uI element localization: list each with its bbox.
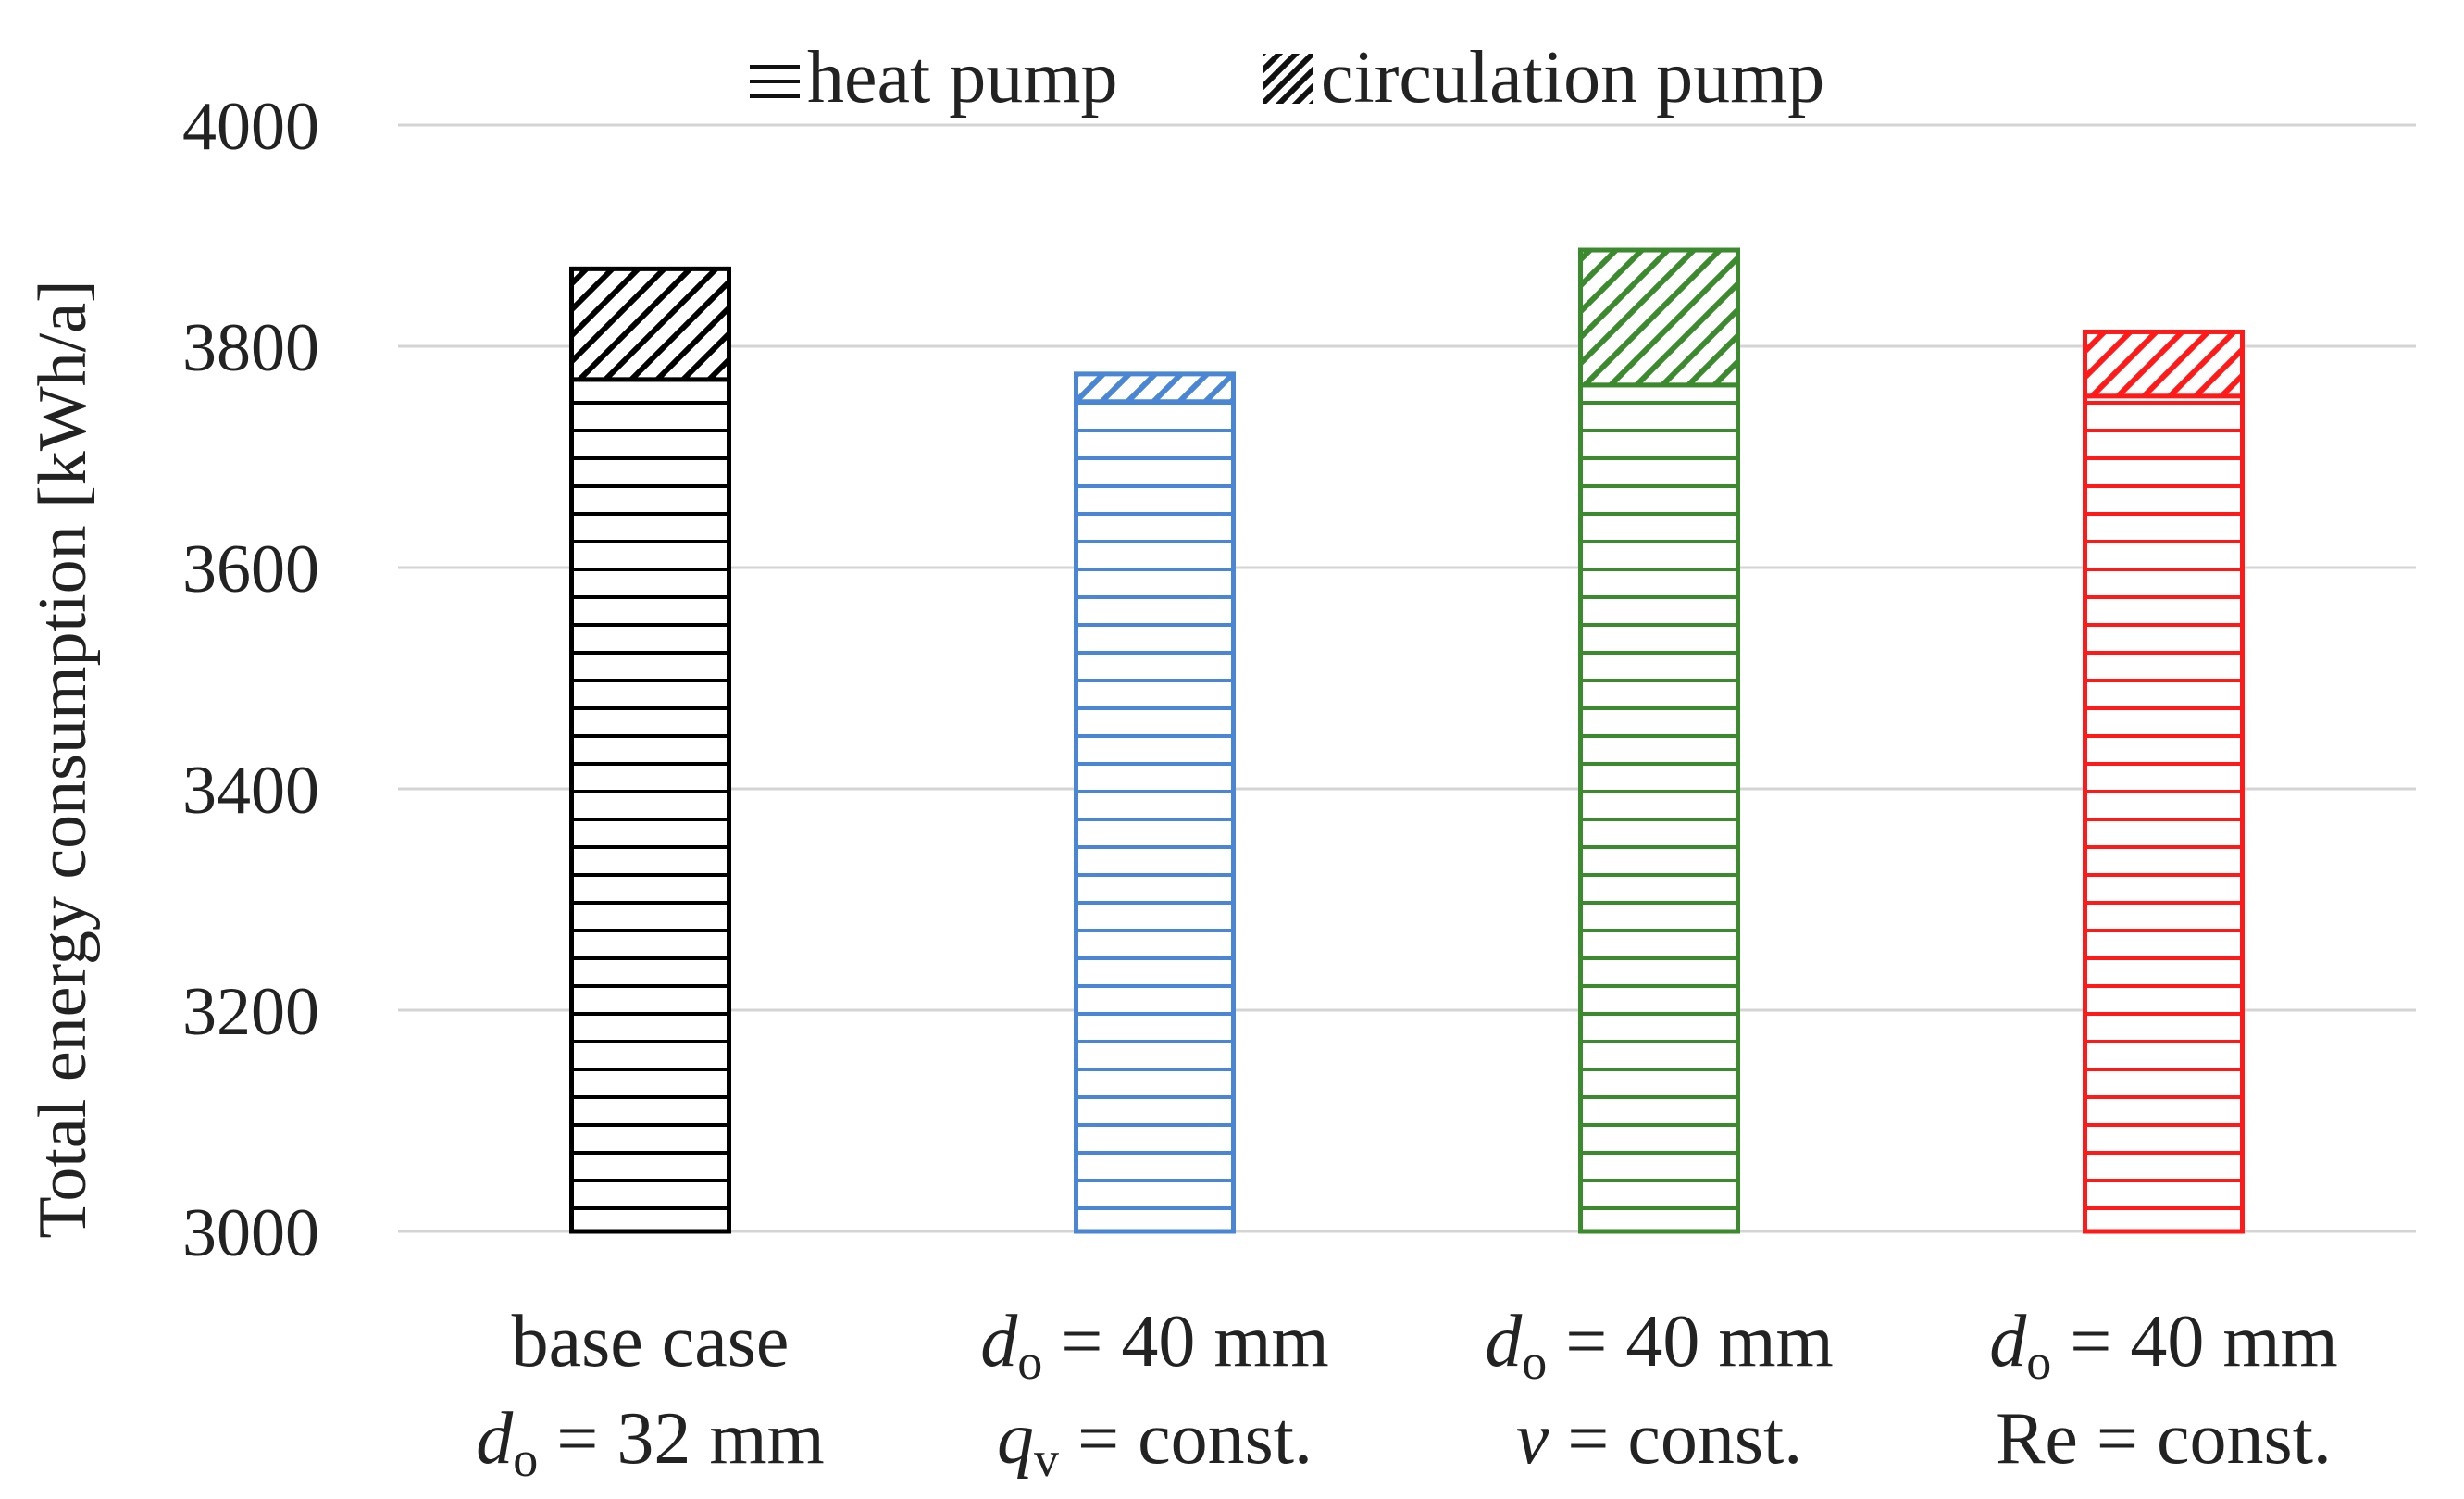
legend-label: circulation pump — [1321, 37, 1824, 119]
category-label: do = 32 mm — [476, 1398, 825, 1487]
bar-heat-pump-0 — [569, 377, 731, 1234]
bar-circulation-pump-3 — [2083, 329, 2245, 399]
bar-circulation-pump-2 — [1578, 247, 1740, 388]
bar-heat-pump-3 — [2083, 393, 2245, 1234]
y-axis-label: Total energy consumption [kWh/a] — [25, 280, 101, 1238]
bar-circulation-pump-1 — [1074, 371, 1236, 405]
category-label: do = 40 mm — [980, 1301, 1329, 1390]
legend-label: heat pump — [807, 37, 1117, 119]
bars — [569, 247, 2245, 1234]
category-label: do = 40 mm — [1485, 1301, 1834, 1390]
category-label: Re = const. — [1996, 1398, 2332, 1480]
y-tick-label: 3400 — [182, 753, 319, 829]
legend-swatch-circulation-pump — [1263, 54, 1313, 104]
bar-heat-pump-1 — [1074, 399, 1236, 1234]
y-tick-label: 3200 — [182, 974, 319, 1050]
y-tick-label: 4000 — [182, 89, 319, 165]
category-label: qv = const. — [997, 1398, 1313, 1487]
category-label: base case — [512, 1301, 790, 1382]
gridlines — [398, 123, 2416, 1233]
legend: heat pump circulation pump — [750, 37, 1824, 119]
y-tick-label: 3600 — [182, 531, 319, 607]
y-axis-ticks: 3000 3200 3400 3600 3800 4000 — [182, 89, 319, 1271]
y-tick-label: 3000 — [182, 1195, 319, 1271]
bar-heat-pump-2 — [1578, 382, 1740, 1234]
y-tick-label: 3800 — [182, 310, 319, 386]
category-label: do = 40 mm — [1989, 1301, 2338, 1390]
legend-swatch-heat-pump — [750, 54, 800, 104]
bar-circulation-pump-0 — [569, 266, 731, 382]
category-label: ν = const. — [1516, 1398, 1803, 1480]
